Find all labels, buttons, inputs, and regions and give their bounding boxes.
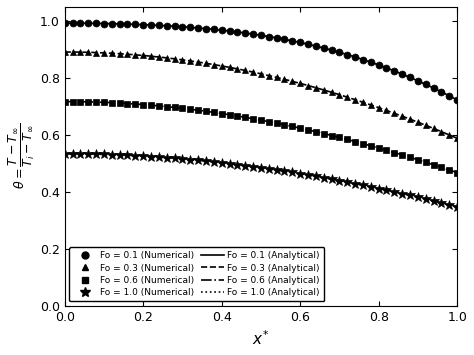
Legend: Fo = 0.1 (Numerical), Fo = 0.3 (Numerical), Fo = 0.6 (Numerical), Fo = 1.0 (Nume: Fo = 0.1 (Numerical), Fo = 0.3 (Numerica…	[69, 247, 324, 301]
Y-axis label: $\theta = \dfrac{T - T_\infty}{T_i - T_\infty}$: $\theta = \dfrac{T - T_\infty}{T_i - T_\…	[7, 124, 37, 190]
X-axis label: $x^{*}$: $x^{*}$	[252, 329, 270, 348]
